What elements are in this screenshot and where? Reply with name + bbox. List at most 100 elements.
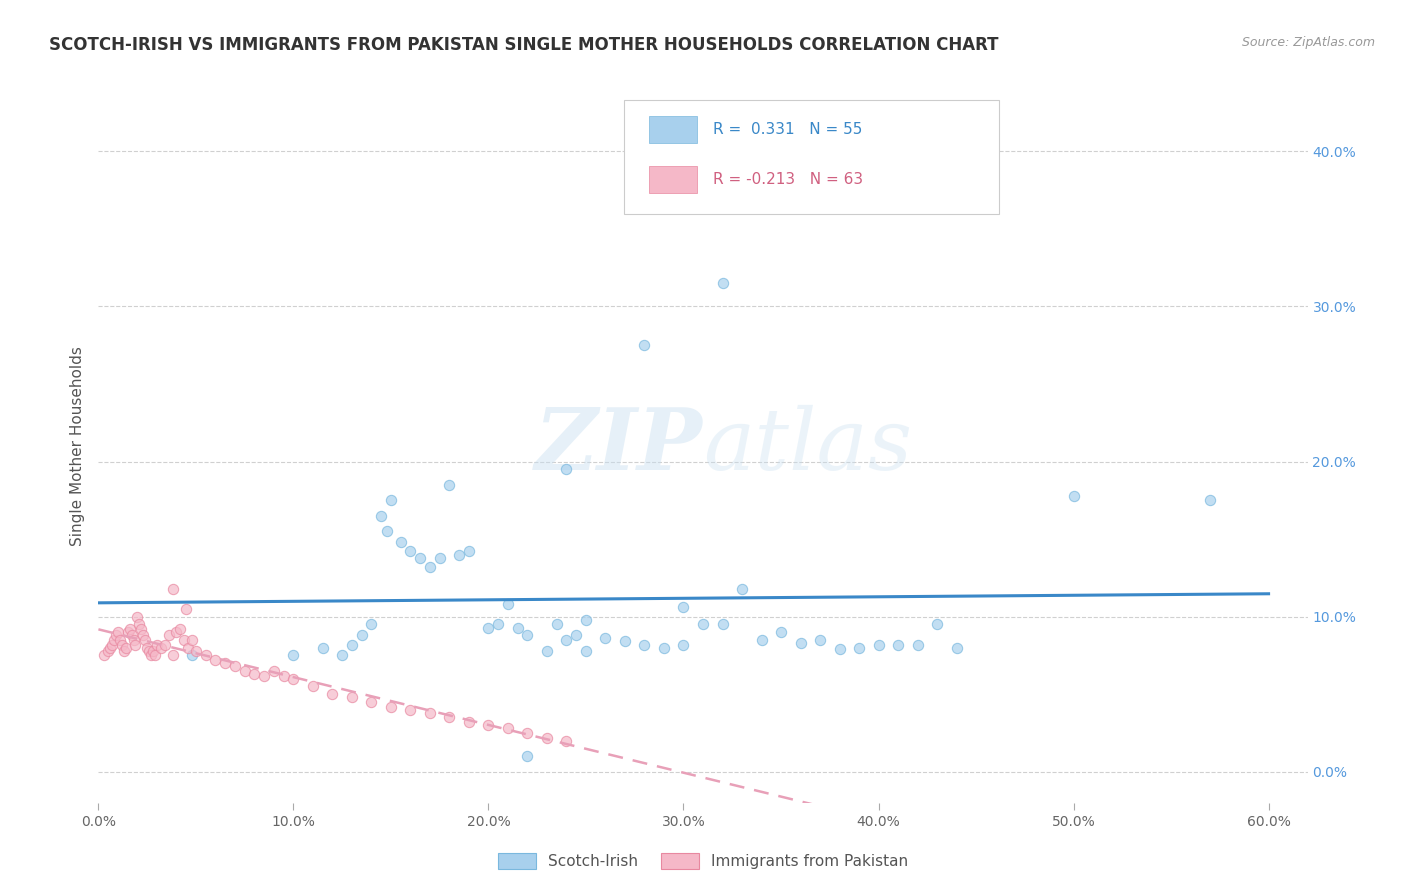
Point xyxy=(399,544,422,558)
Point xyxy=(769,625,792,640)
Point xyxy=(233,664,256,678)
Point xyxy=(153,638,176,652)
Point xyxy=(93,648,115,663)
Point xyxy=(751,632,773,647)
FancyBboxPatch shape xyxy=(648,116,697,143)
Point xyxy=(380,493,402,508)
Point xyxy=(114,640,136,655)
Point xyxy=(672,600,695,615)
Point xyxy=(419,560,441,574)
Point xyxy=(111,638,134,652)
Point xyxy=(1063,489,1085,503)
Point xyxy=(350,628,373,642)
Point xyxy=(283,648,305,663)
Point xyxy=(555,733,578,747)
Text: R = -0.213   N = 63: R = -0.213 N = 63 xyxy=(713,171,863,186)
Point xyxy=(439,710,461,724)
Point xyxy=(711,276,734,290)
Point xyxy=(132,628,155,642)
Point xyxy=(731,582,754,596)
Point xyxy=(633,338,655,352)
Point xyxy=(97,644,120,658)
Point xyxy=(506,620,529,634)
Point xyxy=(907,638,929,652)
Point xyxy=(122,632,145,647)
Point xyxy=(127,609,149,624)
Point xyxy=(555,632,578,647)
Point xyxy=(146,638,169,652)
Point xyxy=(449,548,471,562)
Text: R =  0.331   N = 55: R = 0.331 N = 55 xyxy=(713,121,862,136)
Text: Source: ZipAtlas.com: Source: ZipAtlas.com xyxy=(1241,36,1375,49)
Point xyxy=(477,620,499,634)
Point xyxy=(283,672,305,686)
Point xyxy=(181,632,204,647)
Point xyxy=(672,638,695,652)
Point xyxy=(118,622,141,636)
Point xyxy=(340,638,363,652)
Point xyxy=(136,640,159,655)
Point xyxy=(399,703,422,717)
Point xyxy=(162,648,184,663)
Point xyxy=(143,648,166,663)
Point xyxy=(101,638,124,652)
Point xyxy=(273,668,295,682)
Point xyxy=(375,524,398,539)
Point xyxy=(429,550,451,565)
Point xyxy=(828,642,851,657)
Point xyxy=(925,617,948,632)
Point xyxy=(204,653,226,667)
Point xyxy=(194,648,217,663)
Point xyxy=(380,699,402,714)
Point xyxy=(162,582,184,596)
Point xyxy=(565,628,588,642)
Point xyxy=(181,648,204,663)
Point xyxy=(711,617,734,632)
Point xyxy=(536,731,558,745)
Point xyxy=(516,749,538,764)
Point xyxy=(121,628,143,642)
Point xyxy=(253,668,276,682)
Point xyxy=(555,462,578,476)
Point xyxy=(174,602,197,616)
Point xyxy=(389,535,412,549)
Point xyxy=(496,722,519,736)
Point xyxy=(128,617,150,632)
Point xyxy=(103,632,125,647)
Point xyxy=(496,597,519,611)
Text: ZIP: ZIP xyxy=(536,404,703,488)
Point xyxy=(652,640,675,655)
Point xyxy=(177,640,200,655)
Point xyxy=(409,550,432,565)
FancyBboxPatch shape xyxy=(624,100,1000,214)
Point xyxy=(243,667,266,681)
Point xyxy=(302,680,325,694)
Point xyxy=(107,625,129,640)
Point xyxy=(868,638,890,652)
Point xyxy=(516,628,538,642)
Point xyxy=(477,718,499,732)
Text: SCOTCH-IRISH VS IMMIGRANTS FROM PAKISTAN SINGLE MOTHER HOUSEHOLDS CORRELATION CH: SCOTCH-IRISH VS IMMIGRANTS FROM PAKISTAN… xyxy=(49,36,998,54)
Point xyxy=(173,632,195,647)
Point xyxy=(312,640,335,655)
Point xyxy=(149,640,172,655)
Point xyxy=(139,648,162,663)
Point xyxy=(169,622,191,636)
Point xyxy=(458,715,481,730)
Point xyxy=(131,622,153,636)
Point xyxy=(595,632,617,646)
Legend: Scotch-Irish, Immigrants from Pakistan: Scotch-Irish, Immigrants from Pakistan xyxy=(492,847,914,875)
Point xyxy=(546,617,568,632)
Point xyxy=(887,638,910,652)
Point xyxy=(536,644,558,658)
Point xyxy=(486,617,509,632)
Point xyxy=(1199,493,1222,508)
FancyBboxPatch shape xyxy=(648,166,697,193)
Point xyxy=(184,644,207,658)
Point xyxy=(458,544,481,558)
Point xyxy=(789,636,811,650)
Point xyxy=(104,628,127,642)
Point xyxy=(98,640,121,655)
Point xyxy=(321,687,343,701)
Text: atlas: atlas xyxy=(703,405,912,487)
